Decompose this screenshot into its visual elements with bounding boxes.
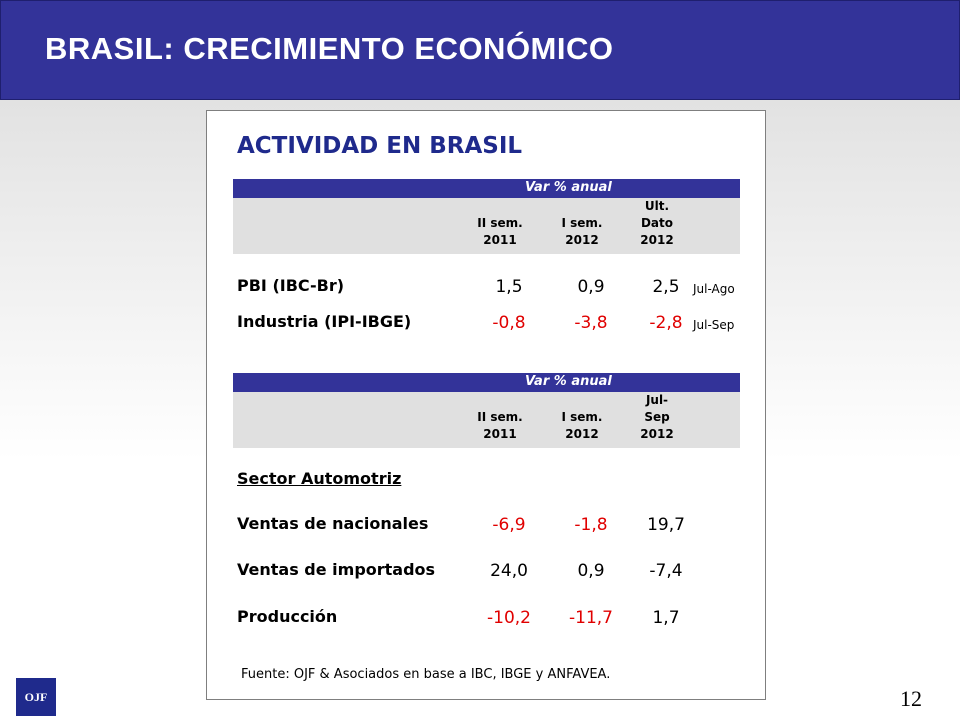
ojf-logo: OJF <box>16 678 56 716</box>
table2-cell: 24,0 <box>490 561 528 581</box>
activity-panel: ACTIVIDAD EN BRASIL Var % anual II sem. … <box>206 110 766 700</box>
table2-cell: 19,7 <box>647 515 685 535</box>
slide-title: BRASIL: CRECIMIENTO ECONÓMICO <box>45 31 614 66</box>
source-note: Fuente: OJF & Asociados en base a IBC, I… <box>241 667 611 682</box>
table2-cell: -6,9 <box>492 515 526 535</box>
table1-cell: 0,9 <box>577 277 605 297</box>
table2-cell: -7,4 <box>649 561 683 581</box>
table2-col-1-header: II sem. 2011 <box>477 410 523 441</box>
table1-header: Var % anual II sem. 2011 I sem. 2012 Ult… <box>233 179 740 254</box>
table1-cell: 1,5 <box>495 277 523 297</box>
table1-cell: -0,8 <box>492 313 526 333</box>
row-period: Jul-Sep <box>693 318 735 332</box>
table2-cell: -1,8 <box>574 515 608 535</box>
section-title-automotriz: Sector Automotriz <box>237 469 402 488</box>
row-label-ventas-nacionales: Ventas de nacionales <box>237 514 429 533</box>
row-period: Jul-Ago <box>693 282 735 296</box>
table1-col-3-header: Ult. Dato 2012 <box>640 199 674 247</box>
table2-col-2-header: I sem. 2012 <box>561 410 603 441</box>
table2-col-3-header: Jul- Sep 2012 <box>640 393 674 441</box>
row-label-ventas-importados: Ventas de importados <box>237 560 436 579</box>
row-label-produccion: Producción <box>237 607 338 626</box>
table1-col-1-header: II sem. 2011 <box>477 216 523 247</box>
page-number: 12 <box>900 686 922 711</box>
table2-cell: 1,7 <box>652 608 680 628</box>
table1-cell: 2,5 <box>652 277 680 297</box>
row-label-pbi: PBI (IBC-Br) <box>237 276 345 295</box>
title-bar: BRASIL: CRECIMIENTO ECONÓMICO <box>0 0 960 100</box>
table2-column-headers: II sem. 2011 I sem. 2012 Jul- Sep 2012 <box>233 392 740 448</box>
panel-title: ACTIVIDAD EN BRASIL <box>237 133 523 159</box>
table1-band-label: Var % anual <box>525 180 612 195</box>
table2-band-label: Var % anual <box>525 374 612 389</box>
table2-header-band: Var % anual <box>233 373 740 392</box>
table2-cell: -10,2 <box>487 608 531 628</box>
row-label-industria: Industria (IPI-IBGE) <box>237 312 412 331</box>
table1-cell: -3,8 <box>574 313 608 333</box>
table1-col-2-header: I sem. 2012 <box>561 216 603 247</box>
table2-header: Var % anual II sem. 2011 I sem. 2012 Jul… <box>233 373 740 448</box>
table2-cell: 0,9 <box>577 561 605 581</box>
table1-header-band: Var % anual <box>233 179 740 198</box>
table1-cell: -2,8 <box>649 313 683 333</box>
table2-cell: -11,7 <box>569 608 613 628</box>
table1-column-headers: II sem. 2011 I sem. 2012 Ult. Dato 2012 <box>233 198 740 254</box>
